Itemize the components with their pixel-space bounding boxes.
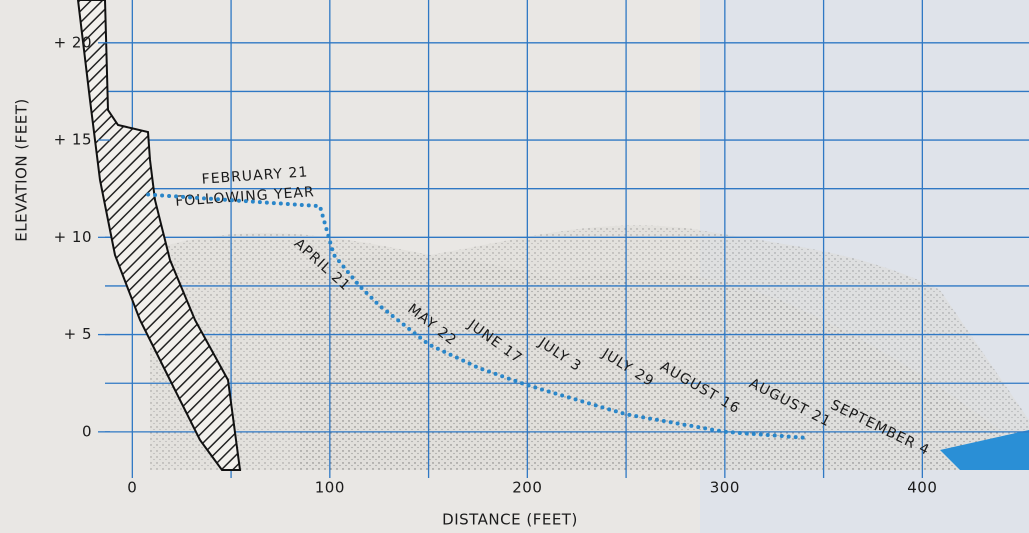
y-tick-label: + 20 [54,33,92,51]
y-tick-label: + 5 [64,325,92,343]
x-axis-label: DISTANCE (FEET) [442,511,578,529]
x-tick-label: 100 [315,479,345,497]
y-tick-label: 0 [82,422,92,440]
y-tick-label: + 10 [54,228,92,246]
x-tick-label: 300 [710,479,740,497]
y-axis-label: ELEVATION (FEET) [13,98,31,242]
y-tick-label: + 15 [54,131,92,149]
chart: ELEVATION (FEET) DISTANCE (FEET) FEBRUAR… [0,0,1029,533]
x-tick-label: 400 [907,479,937,497]
x-tick-label: 0 [127,479,137,497]
x-tick-label: 200 [512,479,542,497]
annotation: FEBRUARY 21 [201,164,309,187]
